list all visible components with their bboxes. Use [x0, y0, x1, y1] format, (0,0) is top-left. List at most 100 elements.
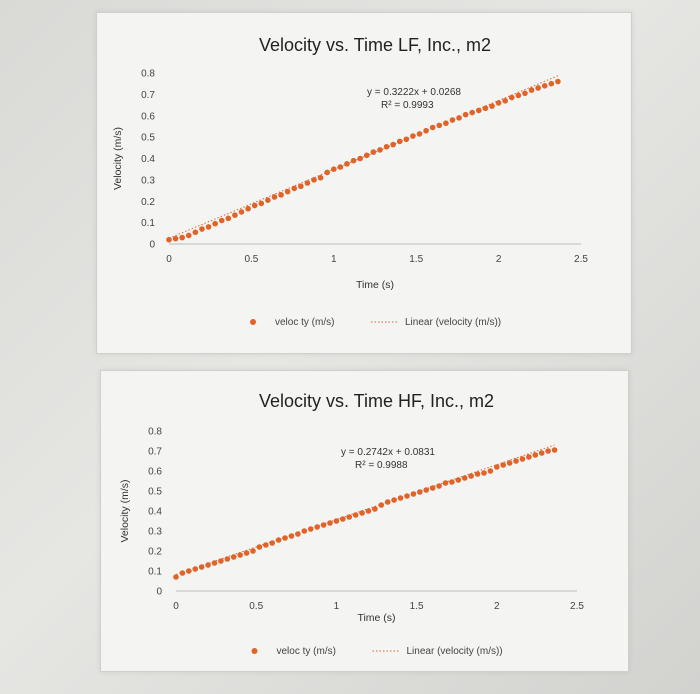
- x-tick-label: 1.5: [409, 254, 423, 265]
- data-point: [288, 533, 295, 539]
- y-tick-label: 0.3: [148, 527, 162, 538]
- data-point: [192, 229, 199, 236]
- data-point: [352, 512, 359, 518]
- data-point: [275, 537, 282, 543]
- data-point: [205, 224, 212, 230]
- legend-trend-label: Linear (velocity (m/s)): [407, 646, 503, 657]
- data-point: [340, 516, 346, 522]
- y-tick-label: 0: [149, 240, 155, 251]
- data-point: [474, 471, 481, 477]
- data-point: [410, 491, 417, 497]
- y-tick-label: 0.4: [141, 154, 155, 165]
- trendline: [168, 75, 559, 239]
- y-tick-label: 0.4: [148, 507, 162, 518]
- data-point: [237, 552, 243, 558]
- data-point: [250, 548, 256, 554]
- legend-trend-label: Linear (velocity (m/s)): [405, 317, 501, 328]
- data-point: [508, 94, 515, 101]
- data-point: [404, 493, 410, 499]
- data-point: [455, 477, 462, 483]
- data-point: [245, 205, 251, 212]
- y-tick-label: 0.5: [141, 133, 155, 144]
- data-point: [251, 202, 258, 209]
- trendline-equation: y = 0.2742x + 0.0831: [341, 447, 435, 458]
- data-point: [378, 502, 385, 508]
- data-point: [256, 544, 263, 550]
- data-point: [357, 155, 363, 162]
- data-point: [333, 518, 340, 524]
- data-point: [429, 124, 436, 131]
- y-axis-title: Velocity (m/s): [112, 127, 124, 190]
- data-point: [383, 143, 390, 150]
- data-point: [377, 147, 383, 153]
- chart-hf: Velocity vs. Time HF, Inc., m2 0 0.1 0.2 0.3…: [119, 391, 584, 657]
- data-point: [390, 141, 396, 148]
- data-point: [449, 117, 456, 123]
- trendline-r2: R² = 0.9988: [355, 460, 408, 471]
- data-point: [173, 574, 179, 580]
- y-tick-label: 0.1: [141, 218, 155, 229]
- data-point: [212, 220, 218, 227]
- x-tick-label: 2: [494, 601, 500, 612]
- data-point: [320, 522, 327, 528]
- data-point: [370, 149, 377, 155]
- data-point: [263, 542, 269, 548]
- y-tick-label: 0.1: [148, 567, 162, 578]
- data-point: [403, 136, 410, 143]
- y-tick-label: 0.7: [148, 447, 162, 458]
- data-point: [271, 194, 278, 200]
- data-point: [238, 209, 245, 215]
- y-tick-label: 0.2: [148, 547, 162, 558]
- y-tick-label: 0: [156, 587, 162, 598]
- data-point: [192, 566, 199, 572]
- data-point: [468, 473, 474, 479]
- y-tick-label: 0.7: [141, 90, 155, 101]
- data-point: [494, 464, 500, 470]
- data-point: [350, 157, 357, 164]
- data-point: [372, 506, 378, 512]
- y-tick-label: 0.2: [141, 197, 155, 208]
- data-point: [314, 524, 320, 530]
- y-tick-label: 0.6: [148, 467, 162, 478]
- data-point: [363, 152, 370, 159]
- data-point: [436, 483, 442, 489]
- y-tick-label: 0.6: [141, 111, 155, 122]
- x-axis-title: Time (s): [357, 612, 395, 624]
- data-point: [205, 562, 211, 568]
- data-point: [538, 450, 545, 456]
- data-point: [198, 564, 205, 570]
- data-point: [489, 103, 495, 109]
- data-point: [423, 127, 429, 134]
- chart-card-hf: Velocity vs. Time HF, Inc., m2 0 0.1 0.2 0.3…: [100, 370, 629, 672]
- data-point: [555, 78, 561, 85]
- chart-card-lf: Velocity vs. Time LF, Inc., m2 0 0.1 0.2 0.3…: [96, 12, 632, 354]
- x-tick-label: 2.5: [574, 254, 588, 265]
- data-point: [199, 226, 205, 232]
- x-tick-label: 1.5: [410, 601, 424, 612]
- data-point: [429, 485, 436, 491]
- data-point: [515, 92, 522, 99]
- data-point: [469, 109, 476, 116]
- data-point: [278, 192, 284, 198]
- data-point: [291, 185, 298, 192]
- data-point: [456, 115, 462, 121]
- y-tick-label: 0.5: [148, 487, 162, 498]
- trendline-r2: R² = 0.9993: [381, 100, 434, 111]
- data-point: [218, 558, 224, 564]
- data-point: [482, 105, 489, 112]
- data-point: [344, 161, 350, 167]
- data-point: [331, 166, 337, 172]
- x-axis-title: Time (s): [356, 279, 394, 291]
- data-point: [417, 489, 423, 495]
- data-point: [397, 495, 404, 501]
- y-tick-label: 0.8: [141, 69, 155, 80]
- data-point: [384, 499, 391, 505]
- data-point: [218, 217, 225, 224]
- data-point: [225, 215, 232, 222]
- data-point: [243, 550, 250, 556]
- data-point: [307, 526, 314, 532]
- data-point: [476, 107, 482, 114]
- data-point: [284, 188, 291, 195]
- data-point: [359, 510, 365, 516]
